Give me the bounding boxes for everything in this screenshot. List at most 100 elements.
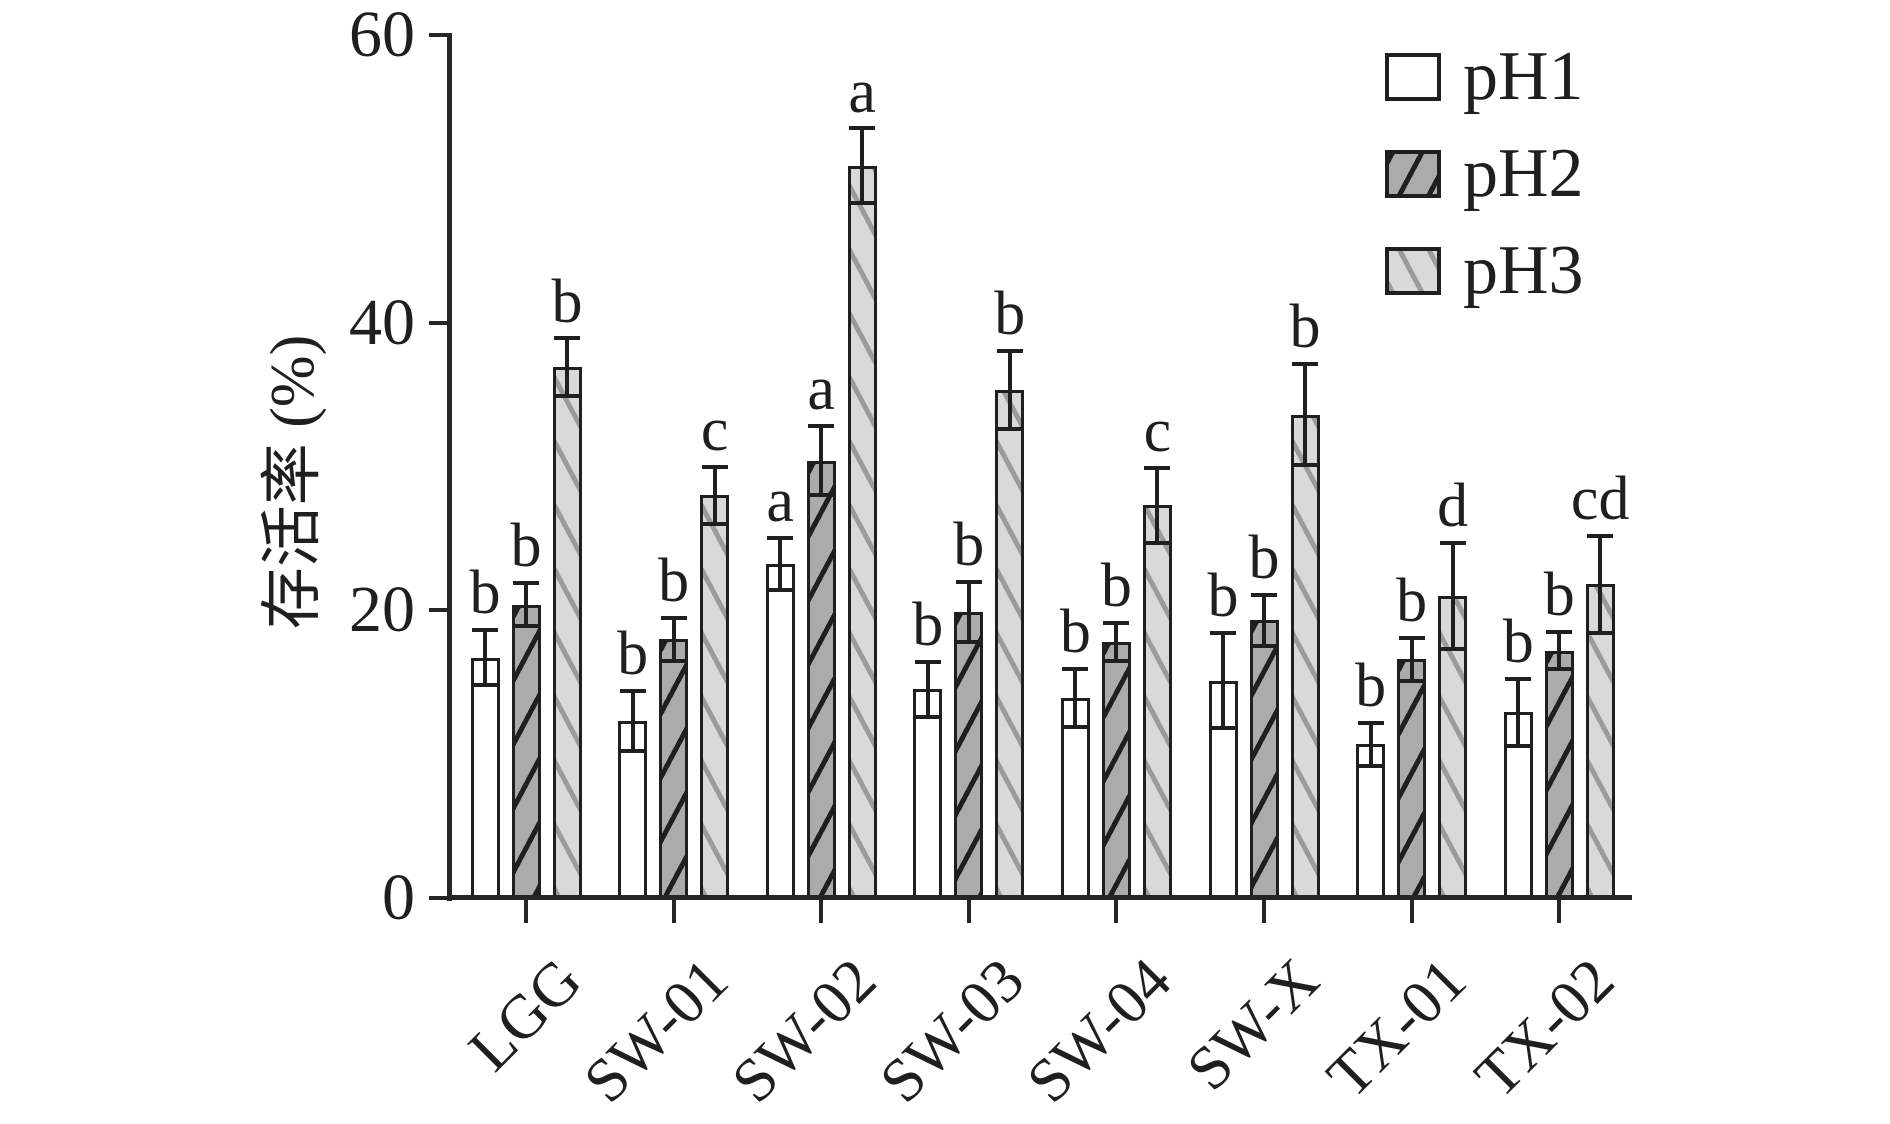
sig-letter-SW-02-pH1: a: [766, 467, 794, 536]
error-bar-SW-04-pH2: [1114, 623, 1119, 661]
sig-letter-TX-01-pH3: d: [1437, 471, 1469, 540]
error-cap-top-SW-02-pH3: [849, 126, 876, 131]
error-bar-SW-X-pH2: [1262, 594, 1266, 647]
y-tick-20: [429, 608, 449, 613]
error-cap-bottom-LGG-pH3: [554, 394, 580, 399]
legend-item-ph3: pH3: [1385, 236, 1584, 306]
error-bar-TX-02-pH2: [1557, 631, 1562, 670]
error-cap-top-LGG-pH2: [513, 581, 539, 585]
error-bar-TX-01-pH2: [1409, 637, 1414, 681]
error-cap-top-SW-02-pH2: [808, 424, 835, 429]
sig-letter-SW-X-pH2: b: [1248, 523, 1280, 592]
error-bar-TX-01-pH1: [1368, 722, 1373, 766]
error-bar-SW-01-pH3: [712, 466, 717, 525]
error-bar-LGG-pH3: [565, 338, 569, 397]
x-tick-SW-X: [1262, 900, 1266, 923]
error-cap-top-SW-03-pH3: [996, 349, 1023, 354]
error-cap-top-TX-02-pH2: [1546, 629, 1573, 634]
sig-letter-SW-01-pH3: c: [700, 395, 729, 464]
bar-SW-04-pH3: [1142, 505, 1172, 900]
x-axis-label-TX-02: TX-02: [1462, 945, 1628, 1111]
error-cap-top-SW-04-pH3: [1144, 465, 1171, 470]
error-bar-SW-03-pH3: [1007, 351, 1012, 430]
y-tick-label-0: 0: [382, 861, 415, 934]
error-bar-SW-02-pH1: [778, 538, 783, 591]
error-cap-top-TX-01-pH2: [1398, 635, 1425, 640]
error-cap-bottom-SW-01-pH2: [660, 658, 687, 663]
bar-SW-03-pH2: [954, 611, 984, 900]
x-axis-spine: [447, 895, 1632, 900]
error-cap-bottom-SW-03-pH1: [914, 714, 941, 719]
error-cap-top-SW-02-pH1: [767, 536, 794, 541]
bar-SW-03-pH1: [913, 689, 943, 900]
error-bar-SW-04-pH1: [1073, 669, 1078, 727]
y-tick-label-40: 40: [349, 285, 415, 359]
sig-letter-SW-01-pH2: b: [658, 546, 690, 615]
x-tick-SW-04: [1114, 900, 1119, 923]
error-cap-bottom-LGG-pH1: [472, 683, 498, 688]
bar-LGG-pH1: [470, 657, 500, 900]
legend-item-ph1: pH1: [1385, 42, 1584, 112]
legend-item-ph2: pH2: [1385, 139, 1584, 209]
x-tick-SW-01: [671, 900, 676, 923]
error-cap-top-LGG-pH1: [472, 628, 498, 633]
error-cap-top-TX-01-pH1: [1357, 720, 1384, 725]
legend-label-ph2: pH2: [1463, 135, 1584, 212]
sig-letter-SW-04-pH2: b: [1100, 552, 1132, 621]
error-cap-bottom-SW-02-pH1: [767, 588, 794, 593]
x-axis-label-SW-01: SW-01: [571, 945, 742, 1116]
error-cap-top-SW-04-pH1: [1062, 667, 1089, 672]
error-cap-bottom-TX-01-pH3: [1439, 647, 1466, 652]
error-cap-bottom-SW-03-pH2: [955, 639, 982, 644]
y-tick-label-20: 20: [349, 573, 415, 647]
x-axis-label-TX-01: TX-01: [1314, 945, 1480, 1111]
legend-label-ph3: pH3: [1463, 232, 1584, 309]
bar-SW-03-pH3: [995, 390, 1025, 900]
error-cap-bottom-SW-X-pH1: [1210, 726, 1236, 731]
error-bar-TX-01-pH3: [1450, 542, 1455, 650]
error-bar-TX-02-pH3: [1598, 535, 1603, 634]
sig-letter-LGG-pH1: b: [469, 559, 501, 628]
sig-letter-SW-03-pH3: b: [994, 280, 1026, 349]
error-cap-bottom-SW-04-pH2: [1103, 658, 1130, 663]
error-bar-SW-02-pH3: [860, 128, 865, 204]
bar-SW-01-pH2: [659, 639, 689, 900]
y-axis-spine: [447, 33, 452, 901]
sig-letter-SW-X-pH1: b: [1207, 562, 1239, 631]
error-cap-bottom-SW-04-pH1: [1062, 724, 1089, 729]
error-bar-SW-02-pH2: [819, 426, 824, 496]
legend-swatch-ph3: [1385, 247, 1441, 295]
bar-SW-01-pH3: [700, 495, 730, 900]
legend-swatch-ph2: [1385, 150, 1441, 198]
x-tick-LGG: [524, 900, 528, 923]
error-bar-SW-01-pH2: [671, 617, 676, 661]
error-bar-SW-X-pH3: [1303, 364, 1307, 466]
error-cap-bottom-LGG-pH2: [513, 624, 539, 629]
error-cap-top-LGG-pH3: [554, 336, 580, 341]
error-cap-bottom-TX-02-pH2: [1546, 667, 1573, 672]
error-cap-bottom-TX-02-pH1: [1505, 743, 1532, 748]
error-cap-top-SW-X-pH2: [1251, 592, 1277, 597]
error-cap-top-SW-03-pH1: [914, 660, 941, 665]
y-tick-40: [429, 320, 449, 325]
bar-SW-04-pH2: [1101, 641, 1131, 900]
x-axis-label-SW-X: SW-X: [1174, 945, 1332, 1104]
legend-swatch-ph1: [1385, 53, 1441, 101]
x-tick-TX-01: [1409, 900, 1414, 923]
error-cap-bottom-SW-01-pH1: [619, 749, 646, 754]
bar-SW-X-pH2: [1249, 620, 1279, 900]
error-cap-top-SW-01-pH3: [701, 464, 728, 469]
error-bar-SW-X-pH1: [1221, 633, 1225, 729]
error-cap-top-SW-X-pH3: [1292, 362, 1318, 367]
error-cap-bottom-SW-02-pH3: [849, 201, 876, 206]
bar-TX-02-pH2: [1544, 650, 1574, 900]
y-axis-title: 存活率 (%): [259, 334, 327, 630]
sig-letter-SW-04-pH3: c: [1143, 396, 1172, 465]
bar-TX-01-pH2: [1397, 659, 1427, 900]
error-cap-bottom-TX-02-pH3: [1587, 631, 1614, 636]
x-axis-label-SW-03: SW-03: [866, 945, 1037, 1116]
bar-SW-02-pH3: [847, 165, 877, 900]
error-cap-bottom-SW-X-pH3: [1292, 463, 1318, 468]
error-cap-bottom-TX-01-pH2: [1398, 678, 1425, 683]
sig-letter-TX-01-pH1: b: [1355, 651, 1387, 720]
